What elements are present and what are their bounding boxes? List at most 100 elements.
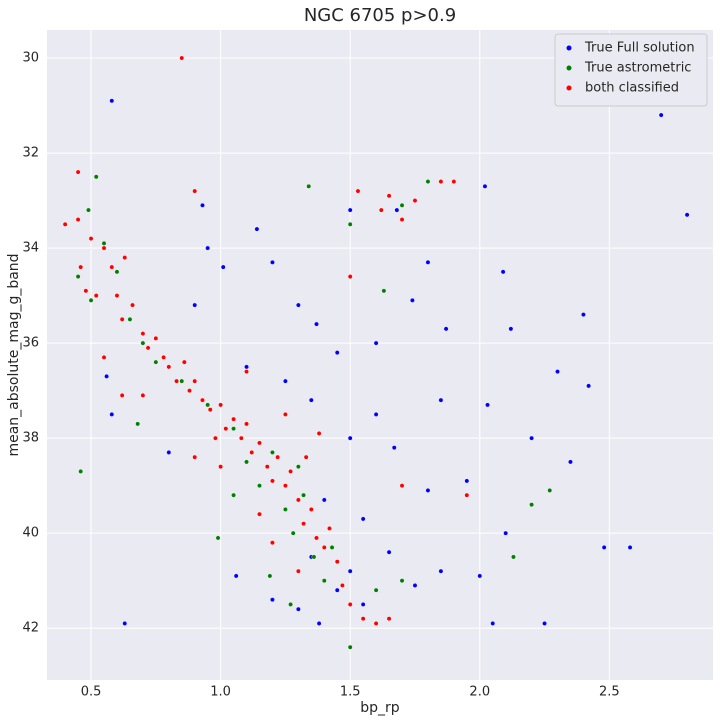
point: [257, 440, 262, 446]
point: [78, 469, 84, 474]
point: [386, 616, 392, 622]
legend-label: both classified: [585, 81, 679, 96]
point: [308, 507, 314, 512]
point: [75, 217, 81, 222]
point: [327, 526, 332, 531]
point: [127, 316, 133, 322]
point: [270, 597, 275, 603]
point: [399, 217, 405, 222]
point: [187, 388, 192, 394]
point: [391, 445, 397, 451]
point: [192, 454, 198, 460]
point: [288, 469, 293, 474]
point: [88, 297, 94, 303]
point: [316, 430, 322, 436]
point: [83, 288, 89, 294]
point: [508, 326, 514, 332]
y-tick-label: 38: [22, 431, 39, 446]
point: [181, 359, 187, 365]
point: [360, 516, 366, 522]
point: [213, 435, 218, 441]
point: [438, 179, 444, 184]
point: [451, 179, 457, 184]
point: [295, 497, 301, 503]
point: [218, 464, 224, 470]
point: [378, 207, 384, 213]
point: [347, 602, 353, 607]
point: [122, 255, 128, 260]
y-tick-label: 36: [22, 336, 39, 351]
point: [477, 573, 483, 579]
point: [104, 373, 110, 379]
point: [295, 568, 301, 574]
point: [205, 402, 211, 408]
point: [529, 435, 534, 441]
x-tick-label: 2.0: [469, 685, 490, 700]
point: [231, 416, 236, 422]
x-tick-label: 1.5: [340, 685, 361, 700]
point: [511, 554, 516, 560]
point: [140, 392, 146, 398]
point: [334, 559, 340, 565]
point: [140, 340, 146, 346]
point: [283, 378, 288, 384]
point: [153, 335, 159, 341]
point: [101, 354, 107, 360]
point: [425, 488, 431, 493]
point: [464, 492, 470, 498]
point: [257, 511, 262, 517]
point: [360, 616, 366, 622]
point: [200, 202, 205, 208]
point: [166, 364, 172, 370]
point: [347, 568, 353, 574]
point: [301, 521, 306, 527]
point: [529, 502, 534, 508]
point: [215, 535, 221, 541]
point: [283, 411, 288, 417]
point: [207, 407, 213, 413]
y-axis-label: mean_absolute_mag_g_band: [6, 253, 22, 456]
point: [555, 369, 560, 375]
point: [503, 530, 509, 536]
point: [425, 179, 431, 184]
point: [101, 245, 107, 251]
point: [249, 450, 255, 455]
point: [283, 507, 288, 512]
point: [443, 326, 449, 332]
point: [334, 587, 340, 593]
point: [547, 488, 553, 493]
point: [179, 55, 185, 61]
point: [270, 450, 275, 455]
point: [231, 492, 236, 498]
point: [347, 435, 353, 441]
point: [114, 293, 120, 299]
x-tick-label: 0.5: [81, 685, 102, 700]
point: [586, 383, 592, 389]
chart-title: NGC 6705 p>0.9: [304, 5, 456, 26]
point: [109, 411, 115, 417]
point: [314, 321, 319, 327]
point: [88, 236, 94, 241]
point: [485, 402, 490, 408]
point: [399, 578, 405, 584]
point: [295, 464, 301, 470]
point: [316, 621, 322, 626]
point: [270, 259, 275, 265]
point: [93, 293, 99, 299]
point: [355, 188, 361, 194]
point: [244, 459, 249, 465]
point: [295, 302, 301, 308]
point: [347, 274, 353, 280]
point: [283, 483, 288, 489]
point: [267, 573, 273, 579]
point: [264, 464, 270, 470]
point: [161, 354, 167, 360]
point: [412, 583, 418, 588]
point: [347, 221, 353, 227]
plot-area: [47, 30, 713, 680]
legend-marker: [566, 85, 572, 91]
point: [93, 174, 99, 180]
point: [373, 621, 379, 626]
point: [409, 297, 415, 303]
